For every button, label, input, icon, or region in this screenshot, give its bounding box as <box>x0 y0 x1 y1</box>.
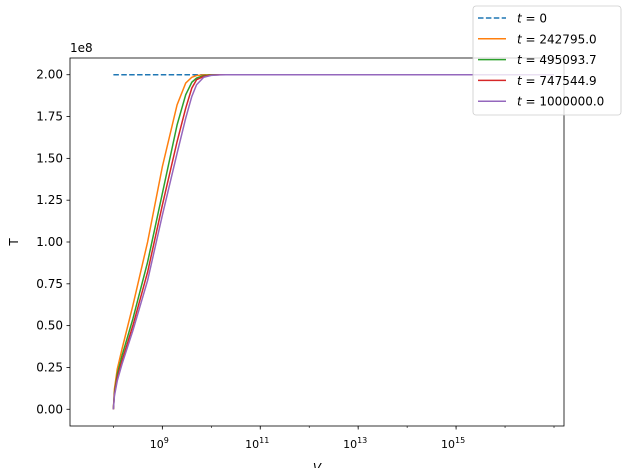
legend-label-var: t <box>517 12 523 26</box>
series-line-3 <box>112 73 555 410</box>
series-layer <box>112 73 555 410</box>
legend-label-var: t <box>517 53 523 67</box>
legend-label-0: t = 0 <box>517 12 547 26</box>
x-tick-mantissa: 10 <box>150 438 164 451</box>
y-tick-label: 1.50 <box>36 151 63 165</box>
x-tick-mantissa: 10 <box>441 438 455 451</box>
legend-label-value: = 242795.0 <box>522 32 597 46</box>
x-tick-exponent: 9 <box>164 436 169 445</box>
x-tick-exponent: 11 <box>259 436 269 445</box>
x-tick-mantissa: 10 <box>245 438 259 451</box>
legend-label-var: t <box>517 74 523 88</box>
legend-label-value: = 495093.7 <box>522 53 597 67</box>
legend-label-3: t = 747544.9 <box>517 74 597 88</box>
x-tick-exponent: 15 <box>455 436 465 445</box>
x-tick-label: 1015 <box>441 436 465 451</box>
y-tick-label: 0.00 <box>36 402 63 416</box>
legend: t = 0t = 242795.0t = 495093.7t = 747544.… <box>472 5 622 116</box>
y-offset-label: 1e8 <box>70 41 93 55</box>
x-tick-label: 109 <box>150 436 169 451</box>
legend-label-var: t <box>517 95 523 109</box>
legend-box <box>472 5 622 116</box>
series-line-4 <box>112 73 555 410</box>
y-tick-label: 0.50 <box>36 319 63 333</box>
x-tick-label: 1011 <box>245 436 269 451</box>
x-axis-label: V <box>313 461 322 468</box>
y-tick-label: 0.25 <box>36 360 63 374</box>
legend-label-value: = 0 <box>522 12 547 26</box>
y-axis-label: T <box>7 238 21 247</box>
legend-label-var: t <box>517 32 523 46</box>
x-tick-label: 1013 <box>343 436 367 451</box>
x-tick-mantissa: 10 <box>343 438 357 451</box>
y-tick-label: 1.75 <box>36 110 63 124</box>
legend-label-value: = 747544.9 <box>522 74 597 88</box>
series-line-1 <box>112 73 555 410</box>
y-tick-label: 2.00 <box>36 68 63 82</box>
y-axis: 0.00 0.25 0.50 0.75 1.00 1.25 1.50 1.75 2.00 <box>36 68 70 416</box>
legend-label-4: t = 1000000.0 <box>517 95 604 109</box>
y-tick-label: 1.25 <box>36 193 63 207</box>
legend-label-1: t = 242795.0 <box>517 32 597 46</box>
y-tick-label: 1.00 <box>36 235 63 249</box>
series-line-2 <box>112 73 555 410</box>
legend-label-value: = 1000000.0 <box>522 95 605 109</box>
legend-label-2: t = 495093.7 <box>517 53 597 67</box>
y-tick-label: 0.75 <box>36 277 63 291</box>
x-axis: 109 1011 1013 1015 <box>113 426 555 451</box>
x-tick-exponent: 13 <box>357 436 367 445</box>
